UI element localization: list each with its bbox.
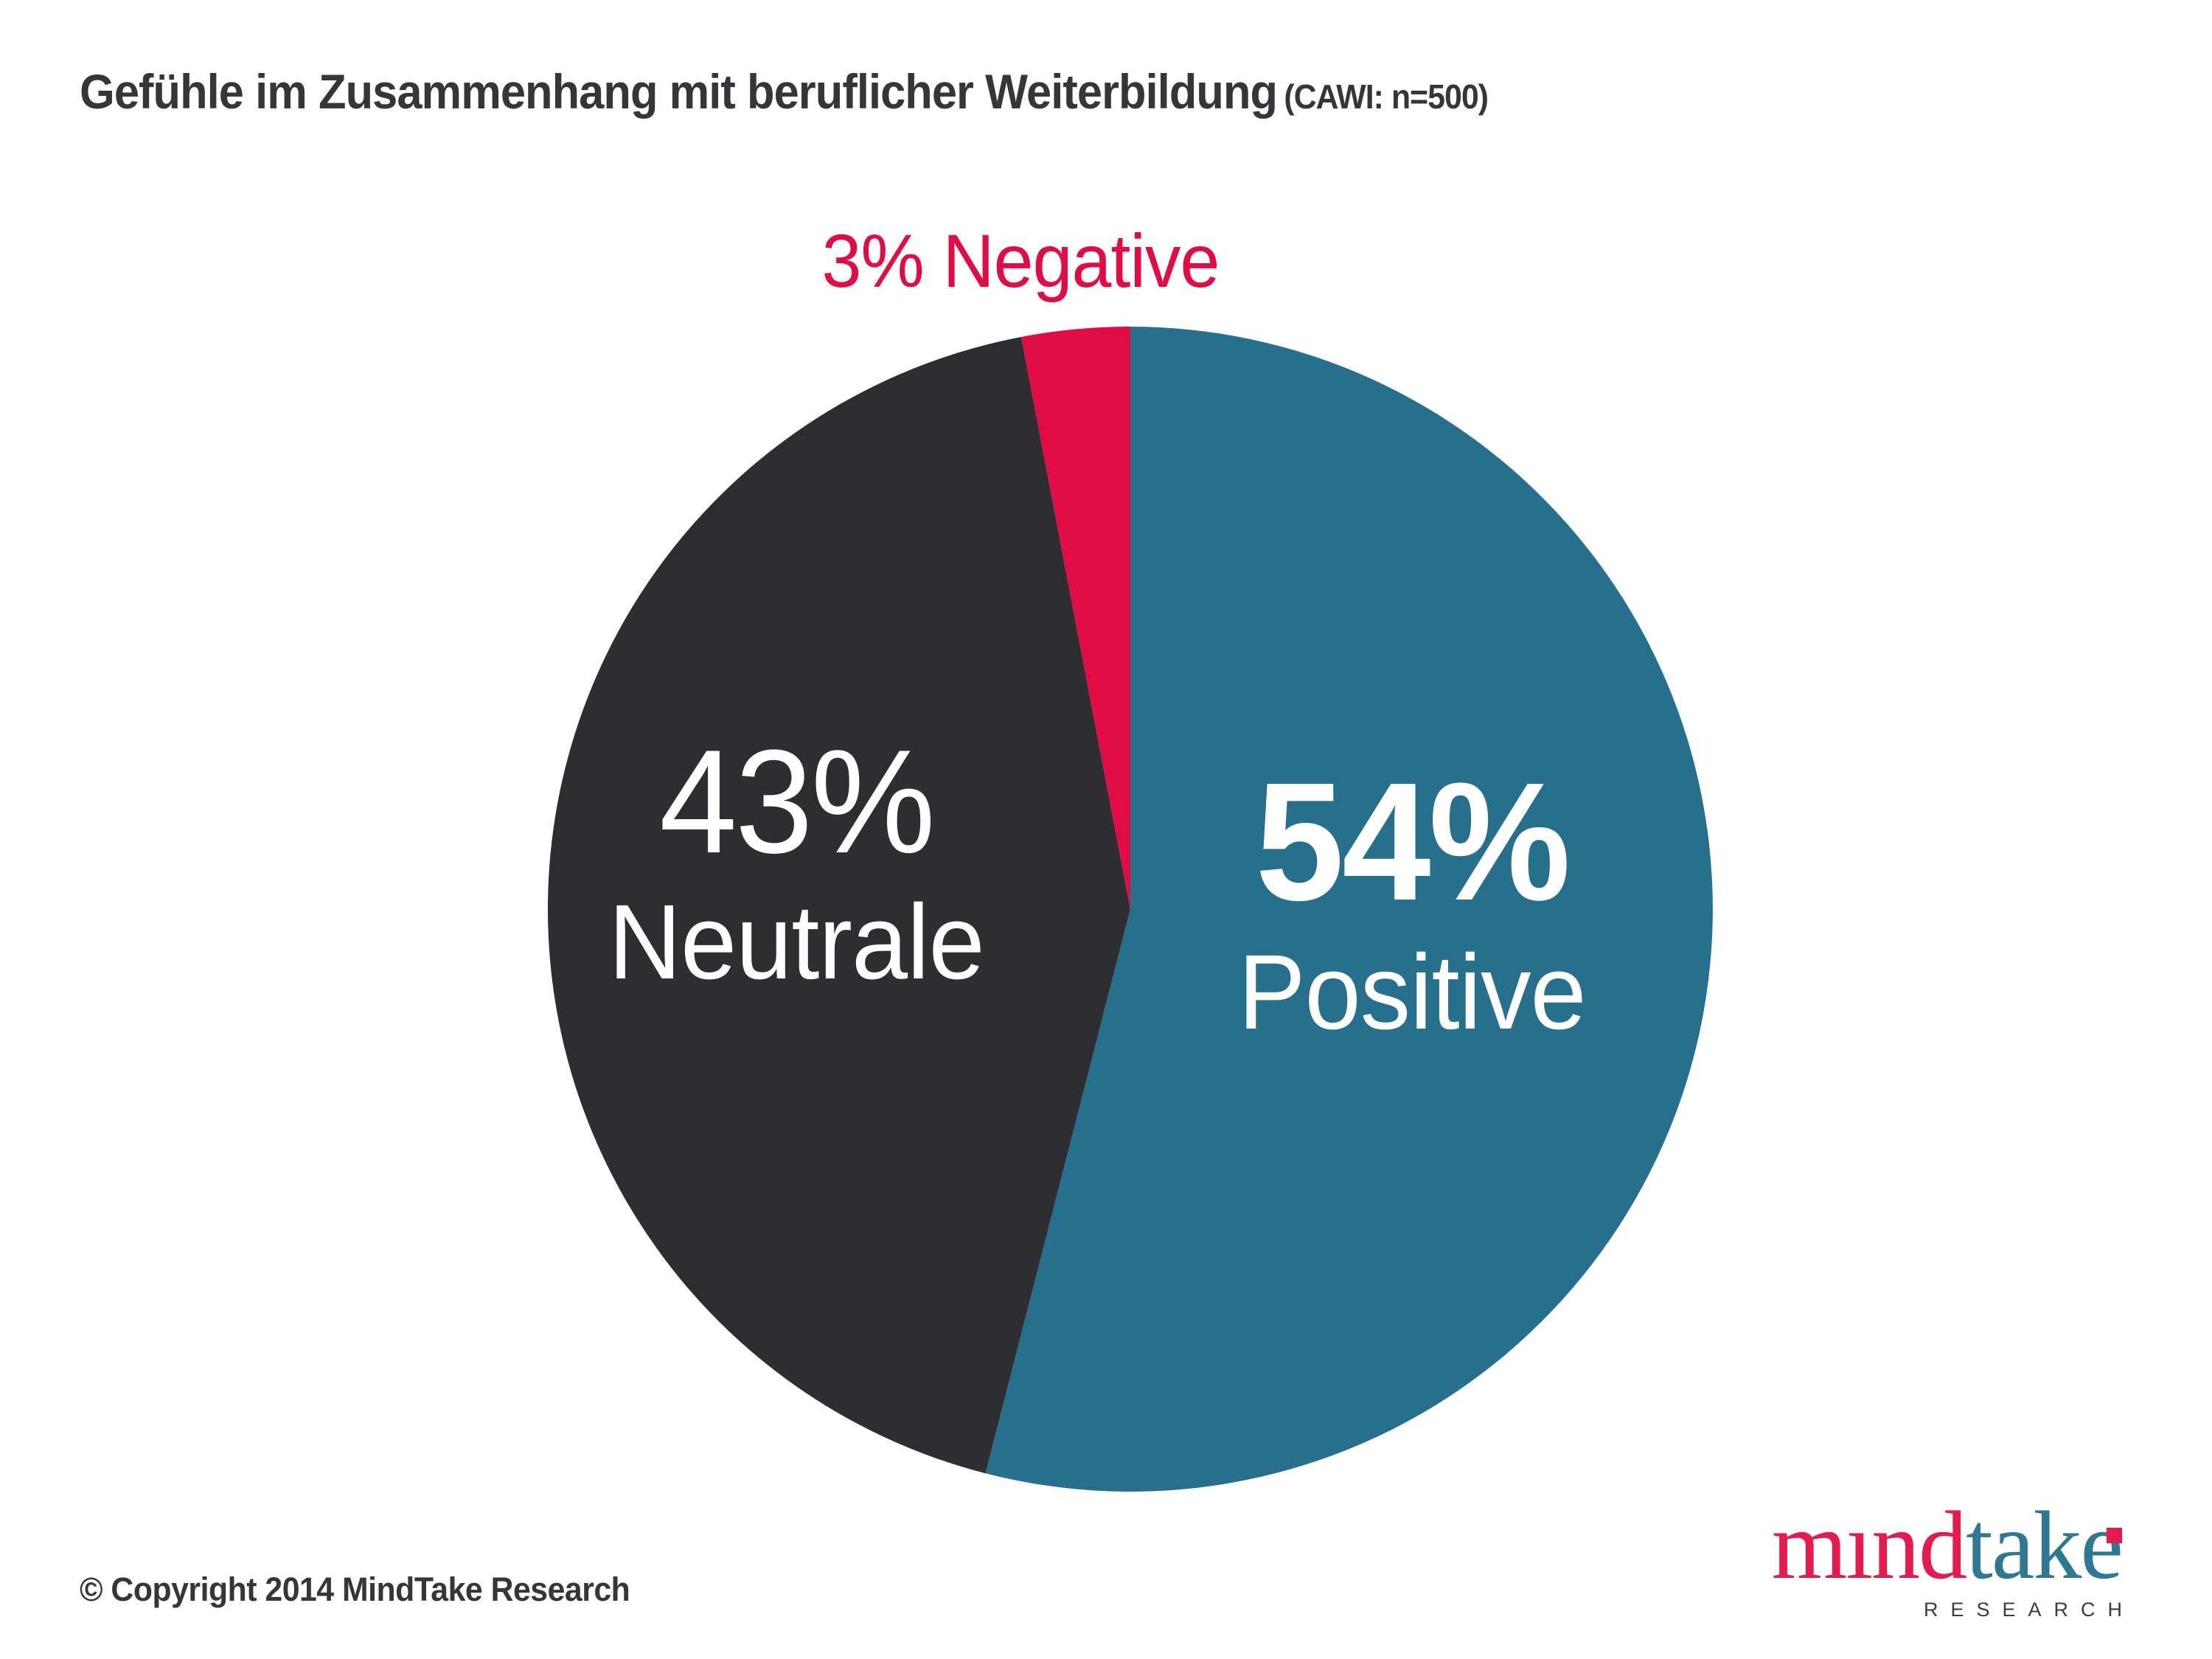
pie-label-positive: 54% Positive [1132, 758, 1692, 1046]
page-title-text: Gefühle im Zusammenhang mit beruflicher … [80, 64, 1278, 119]
neutral-value: 43% [659, 720, 936, 884]
copyright-note: © Copyright 2014 MindTake Research [80, 1571, 630, 1608]
logo-word-take-text: take [1966, 1491, 2124, 1599]
pie-label-negative: 3% Negative [821, 219, 1220, 303]
page-title: Gefühle im Zusammenhang mit beruflicher … [80, 63, 1489, 119]
positive-value: 54% [1255, 748, 1571, 936]
brand-logo: mındtake RESEARCH [1772, 1497, 2124, 1621]
pie-slice-negative [1021, 327, 1130, 909]
pie-slice-positive [985, 327, 1713, 1492]
logo-subtitle: RESEARCH [1923, 1599, 2135, 1621]
pie-label-neutral: 43% Neutrale [516, 728, 1077, 995]
logo-word-mind: mınd [1771, 1491, 1967, 1599]
sample-note: (CAWI: n=500) [1284, 77, 1489, 116]
neutral-name: Neutrale [608, 883, 984, 1001]
logo-wordmark: mındtake [1772, 1497, 2124, 1594]
pie-slice-neutrale [547, 337, 1130, 1474]
logo-word-take: take [1966, 1497, 2124, 1594]
logo-dot-icon [2107, 1528, 2122, 1543]
positive-name: Positive [1238, 933, 1586, 1051]
